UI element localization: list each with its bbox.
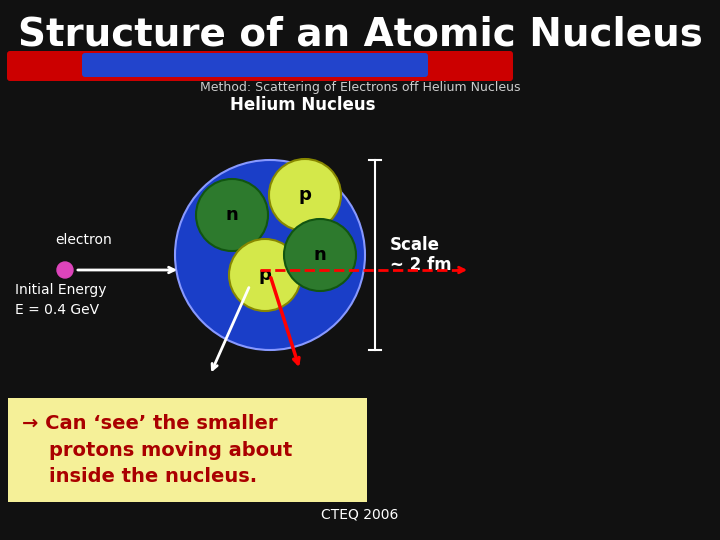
Text: p: p xyxy=(258,266,271,284)
Text: n: n xyxy=(314,246,326,264)
Text: → Can ‘see’ the smaller
    protons moving about
    inside the nucleus.: → Can ‘see’ the smaller protons moving a… xyxy=(22,414,292,486)
Text: Scale
~ 2 fm: Scale ~ 2 fm xyxy=(390,235,451,274)
Circle shape xyxy=(196,179,268,251)
Circle shape xyxy=(175,160,365,350)
Text: Method: Scattering of Electrons off Helium Nucleus: Method: Scattering of Electrons off Heli… xyxy=(199,80,521,93)
Text: p: p xyxy=(299,186,312,204)
Text: CTEQ 2006: CTEQ 2006 xyxy=(321,508,399,522)
FancyBboxPatch shape xyxy=(7,51,513,81)
FancyBboxPatch shape xyxy=(82,53,428,77)
Circle shape xyxy=(229,239,301,311)
FancyBboxPatch shape xyxy=(8,398,367,502)
Text: Helium Nucleus: Helium Nucleus xyxy=(230,96,376,114)
Circle shape xyxy=(57,262,73,278)
Text: Initial Energy
E = 0.4 GeV: Initial Energy E = 0.4 GeV xyxy=(15,284,107,317)
Text: n: n xyxy=(225,206,238,224)
Text: electron: electron xyxy=(55,233,112,247)
Text: Structure of an Atomic Nucleus: Structure of an Atomic Nucleus xyxy=(17,16,703,54)
Circle shape xyxy=(284,219,356,291)
Circle shape xyxy=(269,159,341,231)
Text: Final Energy, E’: Final Energy, E’ xyxy=(236,398,343,412)
